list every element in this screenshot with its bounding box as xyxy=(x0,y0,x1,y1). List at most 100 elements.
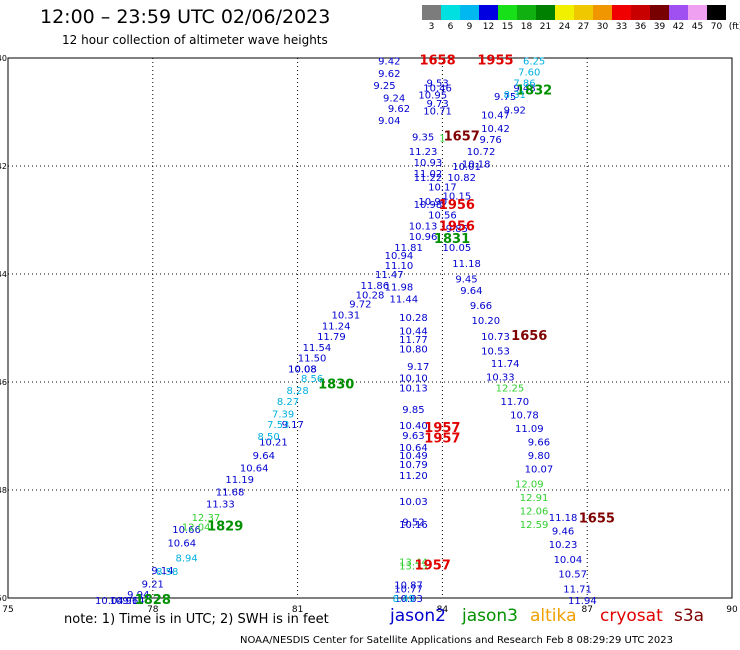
wave-height-label: 10.53 xyxy=(481,347,510,358)
wave-height-label: 12.25 xyxy=(496,383,525,394)
wave-height-label: 10.13 xyxy=(409,221,438,232)
wave-height-label: 9.73 xyxy=(426,99,448,110)
wave-height-label: 10.10 xyxy=(399,374,428,385)
wave-height-label: 11.68 xyxy=(216,488,245,499)
wave-height-label: 10.18 xyxy=(462,159,491,170)
wave-height-label: 10.21 xyxy=(259,437,288,448)
wave-height-label: 12.09 xyxy=(515,480,544,491)
wave-height-label: 10.33 xyxy=(486,373,515,384)
time-label: 1657 xyxy=(444,129,480,144)
wave-height-label: 10.01 xyxy=(452,162,481,173)
wave-height-label: 8.58 xyxy=(156,567,178,578)
wave-height-label: 11.20 xyxy=(399,471,428,482)
time-label: 1829 xyxy=(207,520,243,535)
footnote: note: 1) Time is in UTC; 2) SWH is in fe… xyxy=(64,612,329,627)
time-label: 1832 xyxy=(516,83,552,98)
wave-height-label: 10.42 xyxy=(481,124,510,135)
y-tick-label: -50 xyxy=(0,594,7,603)
wave-height-label: 10.78 xyxy=(510,410,539,421)
wave-height-label: 11.10 xyxy=(385,261,414,272)
wave-height-label: 11.02 xyxy=(414,169,443,180)
legend-jason3: jason3 xyxy=(462,606,518,626)
wave-height-label: 10.23 xyxy=(549,540,578,551)
wave-height-label: 8.56 xyxy=(301,374,323,385)
time-label: 1831 xyxy=(434,232,470,247)
wave-height-label: 7.39 xyxy=(272,409,294,420)
wave-height-label: 9.46 xyxy=(552,527,574,538)
wave-height-label: 11.71 xyxy=(563,584,592,595)
wave-height-label: 10.03 xyxy=(399,497,428,508)
time-label: 1956 xyxy=(439,198,475,213)
x-tick-label: 75 xyxy=(2,605,13,615)
wave-height-label: 9.64 xyxy=(253,451,275,462)
wave-height-label: 10.46 xyxy=(423,84,452,95)
wave-height-label: 9.25 xyxy=(373,81,395,92)
wave-height-label: 9.17 xyxy=(282,420,304,431)
wave-height-label: 11.98 xyxy=(385,282,414,293)
wave-height-label: 11.47 xyxy=(375,270,404,281)
wave-height-label: 11.09 xyxy=(515,424,544,435)
wave-height-label: 9.45 xyxy=(455,274,477,285)
y-tick-label: -40 xyxy=(0,54,7,63)
wave-height-label: 9.24 xyxy=(383,93,405,104)
wave-height-label: 10.47 xyxy=(481,111,510,122)
wave-height-label: 9.42 xyxy=(378,57,400,68)
wave-height-label: 10.64 xyxy=(399,443,428,454)
colorbar-label: 45 xyxy=(691,22,704,32)
wave-height-label: 10.95 xyxy=(418,91,447,102)
wave-height-label: 9.85 xyxy=(446,224,468,235)
colorbar-label: 9 xyxy=(466,22,473,32)
colorbar-label: 6 xyxy=(447,22,454,32)
wave-height-label: 11.54 xyxy=(303,343,332,354)
wave-height-label: 10.72 xyxy=(467,147,496,158)
y-tick-label: -48 xyxy=(0,486,7,495)
wave-height-label: 9.80 xyxy=(528,451,550,462)
x-tick-label: 87 xyxy=(581,605,592,615)
wave-height-label: 11.33 xyxy=(206,500,235,511)
wave-height-label: 8.28 xyxy=(286,386,308,397)
wave-height-label: 10.87 xyxy=(394,581,423,592)
wave-height-label: 10.90 xyxy=(418,197,447,208)
wave-height-label: 8.49 xyxy=(393,594,415,605)
wave-height-label: 11.22 xyxy=(414,173,443,184)
x-tick-label: 81 xyxy=(292,605,303,615)
time-label: 1655 xyxy=(579,512,615,527)
wave-height-label: 7.86 xyxy=(513,78,535,89)
wave-height-label: 10.49 xyxy=(399,451,428,462)
y-tick-label: -46 xyxy=(0,378,7,387)
wave-height-label: 8.50 xyxy=(258,432,280,443)
wave-height-label: 11.19 xyxy=(225,475,254,486)
wave-height-label: 10.66 xyxy=(172,525,201,536)
colorbar xyxy=(422,5,726,21)
y-tick-label: -44 xyxy=(0,270,7,279)
wave-height-label: 12.04 xyxy=(182,523,211,534)
wave-height-label: 9.72 xyxy=(349,300,371,311)
wave-height-label: 10.98 xyxy=(414,200,443,211)
time-label: 1957 xyxy=(415,559,451,574)
legend-s3a: s3a xyxy=(674,606,705,626)
colorbar-swatch xyxy=(574,5,593,20)
wave-height-label: 10.28 xyxy=(356,291,385,302)
wave-height-label: 10.91 xyxy=(110,596,139,607)
wave-height-label: 9.64 xyxy=(122,596,144,607)
wave-height-label: 10.83 xyxy=(394,594,423,605)
colorbar-swatch xyxy=(669,5,688,20)
wave-height-label: 1 xyxy=(439,133,445,144)
wave-height-label: 11.50 xyxy=(298,354,327,365)
wave-height-label: 13.13 xyxy=(399,562,428,573)
wave-height-label: 10.08 xyxy=(288,365,317,376)
colorbar-label: 15 xyxy=(501,22,514,32)
colorbar-swatch xyxy=(517,5,536,20)
wave-height-label: 9.21 xyxy=(142,579,164,590)
wave-height-label: 11.24 xyxy=(322,321,351,332)
wave-height-label: 9.35 xyxy=(412,132,434,143)
wave-height-label: 9.52 xyxy=(402,517,424,528)
wave-height-label: 9.66 xyxy=(470,301,492,312)
chart-subtitle: 12 hour collection of altimeter wave hei… xyxy=(62,33,328,47)
wave-height-label: 9.66 xyxy=(528,437,550,448)
colorbar-label: 12 xyxy=(482,22,495,32)
colorbar-swatch xyxy=(612,5,631,20)
credit-line: NOAA/NESDIS Center for Satellite Applica… xyxy=(240,635,673,646)
